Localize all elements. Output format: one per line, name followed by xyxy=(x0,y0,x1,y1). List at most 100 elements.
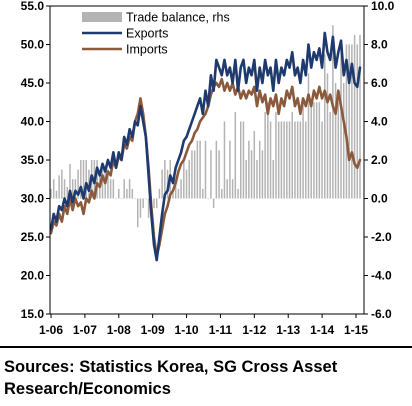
trade-balance-bar xyxy=(177,188,180,199)
trade-balance-bar xyxy=(80,160,82,199)
trade-balance-bar xyxy=(207,198,209,200)
x-tick-label: 1-06 xyxy=(39,323,63,337)
x-tick-label: 1-15 xyxy=(344,323,368,337)
trade-balance-bar xyxy=(324,54,326,199)
left-tick-label: 40.0 xyxy=(21,115,45,129)
trade-balance-bar xyxy=(66,186,69,199)
trade-balance-bar xyxy=(280,121,283,199)
trade-balance-bar xyxy=(69,163,71,199)
trade-balance-bar xyxy=(291,111,293,199)
trade-balance-bar xyxy=(123,179,125,199)
left-tick-label: 45.0 xyxy=(21,76,45,90)
trade-balance-bar xyxy=(242,121,245,199)
right-tick-label: 6.0 xyxy=(371,76,388,90)
trade-balance-bar xyxy=(356,44,359,199)
trade-balance-bar xyxy=(77,169,79,199)
trade-balance-bar xyxy=(172,188,174,199)
trade-balance-bar xyxy=(126,188,128,199)
series-lines xyxy=(49,31,362,262)
trade-balance-bar xyxy=(283,121,285,199)
trade-balance-bar xyxy=(196,140,199,199)
left-tick-label: 35.0 xyxy=(21,153,45,167)
trade-balance-bar xyxy=(185,169,188,199)
trade-balance-bar xyxy=(221,188,223,199)
trade-balance-bar xyxy=(351,44,353,199)
trade-balance-bar xyxy=(340,44,342,199)
sources-divider xyxy=(0,346,412,348)
right-tick-label: 2.0 xyxy=(371,153,388,167)
imports-line xyxy=(49,77,362,258)
x-tick-label: 1-11 xyxy=(209,323,233,337)
left-tick-label: 25.0 xyxy=(21,230,45,244)
trade-balance-bar xyxy=(261,150,264,199)
trade-balance-bar xyxy=(307,73,310,199)
trade-balance-bar xyxy=(101,169,104,199)
trade-balance-bar xyxy=(55,190,58,199)
x-tick-label: 1-07 xyxy=(73,323,97,337)
right-tick-label: 4.0 xyxy=(371,115,388,129)
trade-balance-bar xyxy=(305,121,307,199)
left-tick-label: 50.0 xyxy=(21,38,45,52)
sources-note: Sources: Statistics Korea, SG Cross Asse… xyxy=(4,358,338,398)
trade-balance-bar xyxy=(204,140,207,199)
trade-balance-bar xyxy=(231,179,234,199)
legend-label: Imports xyxy=(126,43,168,57)
legend-swatch-trade-balance xyxy=(82,12,122,22)
trade-balance-bar xyxy=(180,179,182,199)
trade-balance-bar xyxy=(82,160,85,199)
trade-balance-bar xyxy=(256,160,258,199)
trade-balance-bar xyxy=(61,169,63,199)
right-tick-label: 0.0 xyxy=(371,192,388,206)
left-tick-label: 55.0 xyxy=(21,0,45,13)
trade-balance-bar xyxy=(191,150,193,199)
trade-balance-bar xyxy=(353,34,356,199)
trade-balance-bar xyxy=(264,111,266,199)
trade-balance-bar xyxy=(277,121,280,199)
trade-balance-bar xyxy=(296,121,299,199)
trade-balance-bar xyxy=(71,179,74,199)
x-tick-label: 1-12 xyxy=(242,323,266,337)
trade-balance-bar xyxy=(275,111,277,199)
trade-balance-bar xyxy=(248,140,250,199)
trade-balance-bar xyxy=(315,102,318,199)
trade-balance-bar xyxy=(253,131,256,199)
trade-balance-bar xyxy=(155,198,158,209)
trade-balance-bar xyxy=(74,179,77,199)
trade-balance-bar xyxy=(120,198,123,200)
trade-balance-bar xyxy=(329,111,331,199)
trade-balance-bar xyxy=(310,102,312,199)
exports-line xyxy=(49,31,362,262)
trade-balance-bar xyxy=(109,179,112,199)
x-tick-label: 1-10 xyxy=(175,323,199,337)
trade-balance-bar xyxy=(342,83,345,199)
trade-balance-bar xyxy=(174,179,177,199)
legend-label: Exports xyxy=(126,27,168,41)
x-tick-label: 1-13 xyxy=(276,323,300,337)
trade-balance-bar xyxy=(332,25,334,199)
trade-balance-bar xyxy=(258,140,261,199)
trade-balance-bar xyxy=(294,121,296,199)
trade-balance-bar xyxy=(286,121,288,199)
left-tick-label: 20.0 xyxy=(21,269,45,283)
trade-balance-bar xyxy=(128,179,131,199)
trade-balance-bar xyxy=(52,179,55,199)
trade-balance-bar xyxy=(234,111,237,199)
trade-balance-bar xyxy=(318,102,321,199)
trade-balance-bar xyxy=(199,140,201,199)
trade-balance-bar xyxy=(58,175,60,199)
trade-balance-bar xyxy=(112,179,115,199)
trade-balance-bar xyxy=(337,102,340,199)
trade-balance-bar xyxy=(245,160,247,199)
trade-balance-bar xyxy=(288,121,291,199)
trade-balance-bar xyxy=(164,160,166,199)
x-tick-label: 1-08 xyxy=(107,323,131,337)
trade-balance-bar xyxy=(188,160,190,199)
trade-balance-bar xyxy=(107,169,109,199)
right-tick-label: -6.0 xyxy=(371,307,392,321)
right-tick-label: -4.0 xyxy=(371,269,392,283)
trade-balance-bar xyxy=(131,188,134,199)
trade-balance-bar xyxy=(118,188,120,199)
trade-balance-bar xyxy=(226,179,228,199)
right-tick-label: -2.0 xyxy=(371,230,392,244)
x-tick-label: 1-14 xyxy=(310,323,334,337)
